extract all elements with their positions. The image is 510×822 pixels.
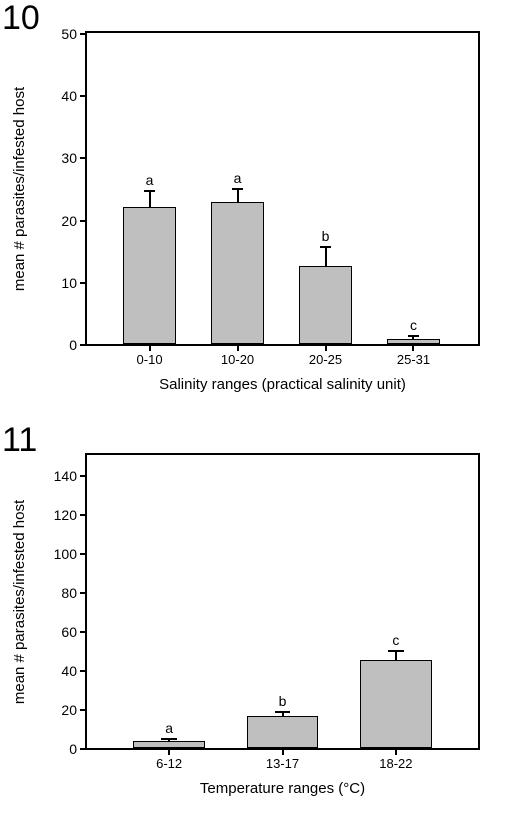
x-tick-label: 25-31 xyxy=(397,344,430,367)
data-bar xyxy=(247,716,319,748)
x-tick-label: 10-20 xyxy=(221,344,254,367)
x-tick-label: 18-22 xyxy=(379,748,412,771)
figure10-panel-label: 10 xyxy=(2,0,40,38)
y-tick-label: 10 xyxy=(61,275,87,291)
significance-label: c xyxy=(392,632,399,648)
significance-label: a xyxy=(165,720,173,736)
significance-label: b xyxy=(279,693,287,709)
figure10-y-axis-title: mean # parasites/infested host xyxy=(11,86,28,290)
y-tick-label: 100 xyxy=(54,546,87,562)
figure11-x-axis-title: Temperature ranges (°C) xyxy=(200,780,365,797)
y-tick-label: 60 xyxy=(61,624,87,640)
data-bar xyxy=(211,202,265,344)
y-tick-label: 40 xyxy=(61,88,87,104)
data-bar xyxy=(360,660,432,748)
y-tick-label: 0 xyxy=(69,741,87,757)
figure10-chart-frame: 010203040500-10a10-20a20-25b25-31c xyxy=(85,31,480,346)
data-bar xyxy=(133,741,205,748)
y-tick-label: 20 xyxy=(61,702,87,718)
figure11-panel-label: 11 xyxy=(2,421,37,460)
x-tick-label: 13-17 xyxy=(266,748,299,771)
figure11-chart-frame: 0204060801001201406-12a13-17b18-22c xyxy=(85,453,480,750)
y-tick-label: 30 xyxy=(61,150,87,166)
y-tick-label: 20 xyxy=(61,213,87,229)
significance-label: b xyxy=(322,228,330,244)
x-tick-label: 20-25 xyxy=(309,344,342,367)
error-bar-cap xyxy=(408,335,420,337)
error-bar-cap xyxy=(275,711,291,713)
significance-label: a xyxy=(234,170,242,186)
error-bar-cap xyxy=(161,738,177,740)
figure10-x-axis-title: Salinity ranges (practical salinity unit… xyxy=(159,376,406,393)
error-bar-cap xyxy=(144,190,156,192)
y-tick-label: 50 xyxy=(61,26,87,42)
x-tick-label: 6-12 xyxy=(156,748,182,771)
significance-label: a xyxy=(146,172,154,188)
error-bar-cap xyxy=(320,246,332,248)
y-tick-label: 40 xyxy=(61,663,87,679)
error-bar-stem xyxy=(149,190,151,207)
error-bar-stem xyxy=(237,188,239,202)
significance-label: c xyxy=(410,317,417,333)
error-bar-cap xyxy=(388,650,404,652)
error-bar-stem xyxy=(325,246,327,265)
x-tick-label: 0-10 xyxy=(137,344,163,367)
y-tick-label: 0 xyxy=(69,337,87,353)
page-root: { "figure10": { "panel_label": "10", "pa… xyxy=(0,0,510,822)
data-bar xyxy=(299,266,353,344)
y-tick-label: 140 xyxy=(54,468,87,484)
figure11-y-axis-title: mean # parasites/infested host xyxy=(11,499,28,703)
data-bar xyxy=(123,207,177,344)
y-tick-label: 120 xyxy=(54,507,87,523)
error-bar-cap xyxy=(232,188,244,190)
y-tick-label: 80 xyxy=(61,585,87,601)
